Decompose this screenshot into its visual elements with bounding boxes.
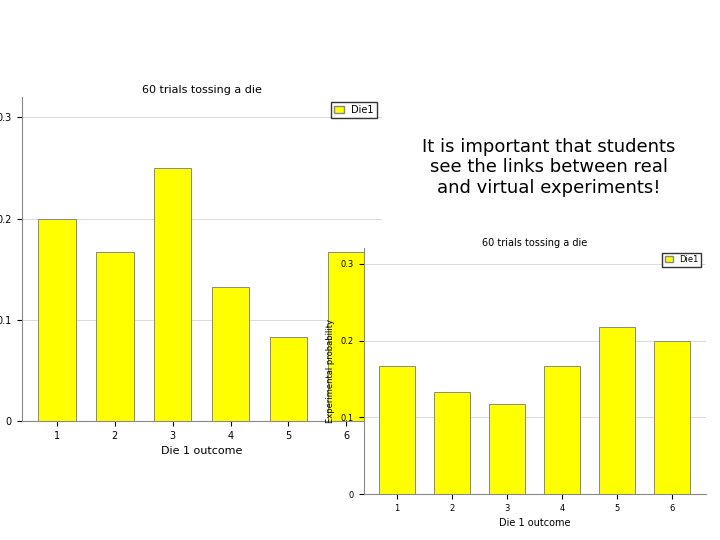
Bar [270, 337, 307, 421]
Title: 60 trials tossing a die: 60 trials tossing a die [142, 85, 261, 95]
Bar [328, 252, 365, 421]
Y-axis label: Experimental probability: Experimental probability [326, 319, 335, 423]
Bar [379, 366, 415, 494]
Legend: Die1: Die1 [331, 102, 377, 118]
Text: The Mathematics Developmental Continuum:: The Mathematics Developmental Continuum: [13, 31, 719, 59]
X-axis label: Die 1 outcome: Die 1 outcome [161, 447, 243, 456]
Legend: Die1: Die1 [662, 253, 701, 267]
Bar [96, 252, 133, 421]
Bar [154, 168, 192, 421]
Bar [544, 366, 580, 494]
Bar [654, 341, 690, 494]
X-axis label: Die 1 outcome: Die 1 outcome [499, 518, 570, 528]
Title: 60 trials tossing a die: 60 trials tossing a die [482, 238, 588, 248]
Bar [212, 287, 249, 421]
Bar [489, 404, 525, 494]
Bar [599, 327, 635, 494]
Bar [38, 219, 76, 421]
Bar [434, 392, 470, 494]
Text: It is important that students
see the links between real
and virtual experiments: It is important that students see the li… [423, 138, 675, 197]
